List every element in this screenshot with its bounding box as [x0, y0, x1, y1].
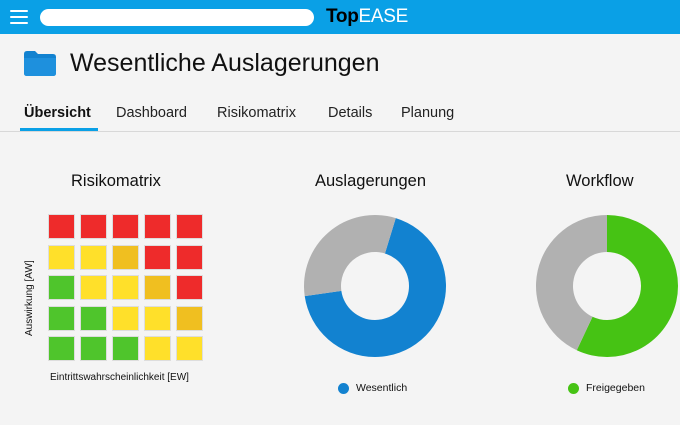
risk-matrix-cell-4-4[interactable]: [144, 305, 171, 331]
risk-matrix-cell-3-2[interactable]: [80, 275, 107, 300]
risk-matrix-cell-2-2[interactable]: [80, 244, 107, 270]
logo-part-ease: EASE: [358, 6, 409, 27]
tab-risikomatrix[interactable]: Risikomatrix: [217, 105, 296, 121]
risk-matrix-cell-5-5[interactable]: [176, 336, 203, 361]
folder-icon: [24, 51, 56, 76]
risk-matrix-cell-2-1[interactable]: [48, 244, 75, 270]
tab-dashboard[interactable]: Dashboard: [116, 105, 187, 121]
risk-matrix-cell-5-2[interactable]: [80, 336, 107, 361]
risk-matrix-cell-5-1[interactable]: [48, 336, 75, 361]
risk-matrix-cell-4-2[interactable]: [80, 305, 107, 331]
page-title: Wesentliche Auslagerungen: [70, 49, 380, 77]
workflow-donut-slice-1[interactable]: [576, 215, 678, 357]
risk-matrix-cell-1-1[interactable]: [48, 214, 75, 239]
active-tab-indicator: [20, 128, 98, 131]
risk-matrix-cell-3-3[interactable]: [112, 275, 139, 300]
risk-matrix-cell-5-3[interactable]: [112, 336, 139, 361]
risk-matrix-cell-3-5[interactable]: [176, 275, 203, 300]
risk-matrix-cell-4-5[interactable]: [176, 305, 203, 331]
risk-matrix-cell-1-2[interactable]: [80, 214, 107, 239]
outsourcing-legend[interactable]: Wesentlich: [338, 382, 407, 394]
outsourcing-donut-chart[interactable]: [304, 215, 446, 357]
app-logo[interactable]: TopEASE: [326, 6, 408, 28]
tab-bar: Übersicht Dashboard Risikomatrix Details…: [0, 96, 680, 132]
outsourcing-donut-slice-1[interactable]: [304, 218, 446, 357]
risk-matrix-cell-2-3[interactable]: [112, 244, 139, 270]
legend-dot-wesentlich: [338, 382, 349, 394]
risk-matrix-cell-3-1[interactable]: [48, 275, 75, 300]
legend-dot-freigegeben: [568, 382, 579, 394]
workflow-donut-chart[interactable]: [536, 215, 678, 357]
risk-matrix-cell-1-4[interactable]: [144, 214, 171, 239]
top-bar: TopEASE: [0, 0, 680, 34]
risk-matrix-cell-2-4[interactable]: [144, 244, 171, 270]
logo-part-top: Top: [326, 6, 359, 27]
outsourcing-donut-slice-2[interactable]: [304, 215, 396, 297]
risk-matrix-cell-2-5[interactable]: [176, 244, 203, 270]
search-input[interactable]: [40, 9, 314, 26]
workflow-donut-slice-2[interactable]: [536, 215, 607, 351]
risk-matrix-title: Risikomatrix: [71, 172, 161, 190]
legend-label-wesentlich: Wesentlich: [356, 382, 408, 394]
risk-matrix-cell-1-3[interactable]: [112, 214, 139, 239]
tab-details[interactable]: Details: [328, 105, 373, 121]
hamburger-menu-icon[interactable]: [10, 10, 28, 24]
outsourcing-chart-title: Auslagerungen: [315, 172, 427, 190]
risk-matrix-cell-3-4[interactable]: [144, 275, 171, 300]
tab-planung[interactable]: Planung: [401, 105, 455, 121]
tab-uebersicht[interactable]: Übersicht: [24, 105, 91, 121]
risk-matrix-cell-5-4[interactable]: [144, 336, 171, 361]
risk-matrix-y-axis-label: Auswirkung [AW]: [24, 260, 35, 336]
workflow-legend[interactable]: Freigegeben: [568, 382, 645, 394]
risk-matrix-cell-1-5[interactable]: [176, 214, 203, 239]
risk-matrix[interactable]: [48, 214, 208, 364]
workflow-chart-title: Workflow: [566, 172, 634, 190]
risk-matrix-cell-4-1[interactable]: [48, 305, 75, 331]
legend-label-freigegeben: Freigegeben: [586, 382, 645, 394]
risk-matrix-cell-4-3[interactable]: [112, 305, 139, 331]
risk-matrix-x-axis-label: Eintrittswahrscheinlichkeit [EW]: [50, 372, 189, 383]
